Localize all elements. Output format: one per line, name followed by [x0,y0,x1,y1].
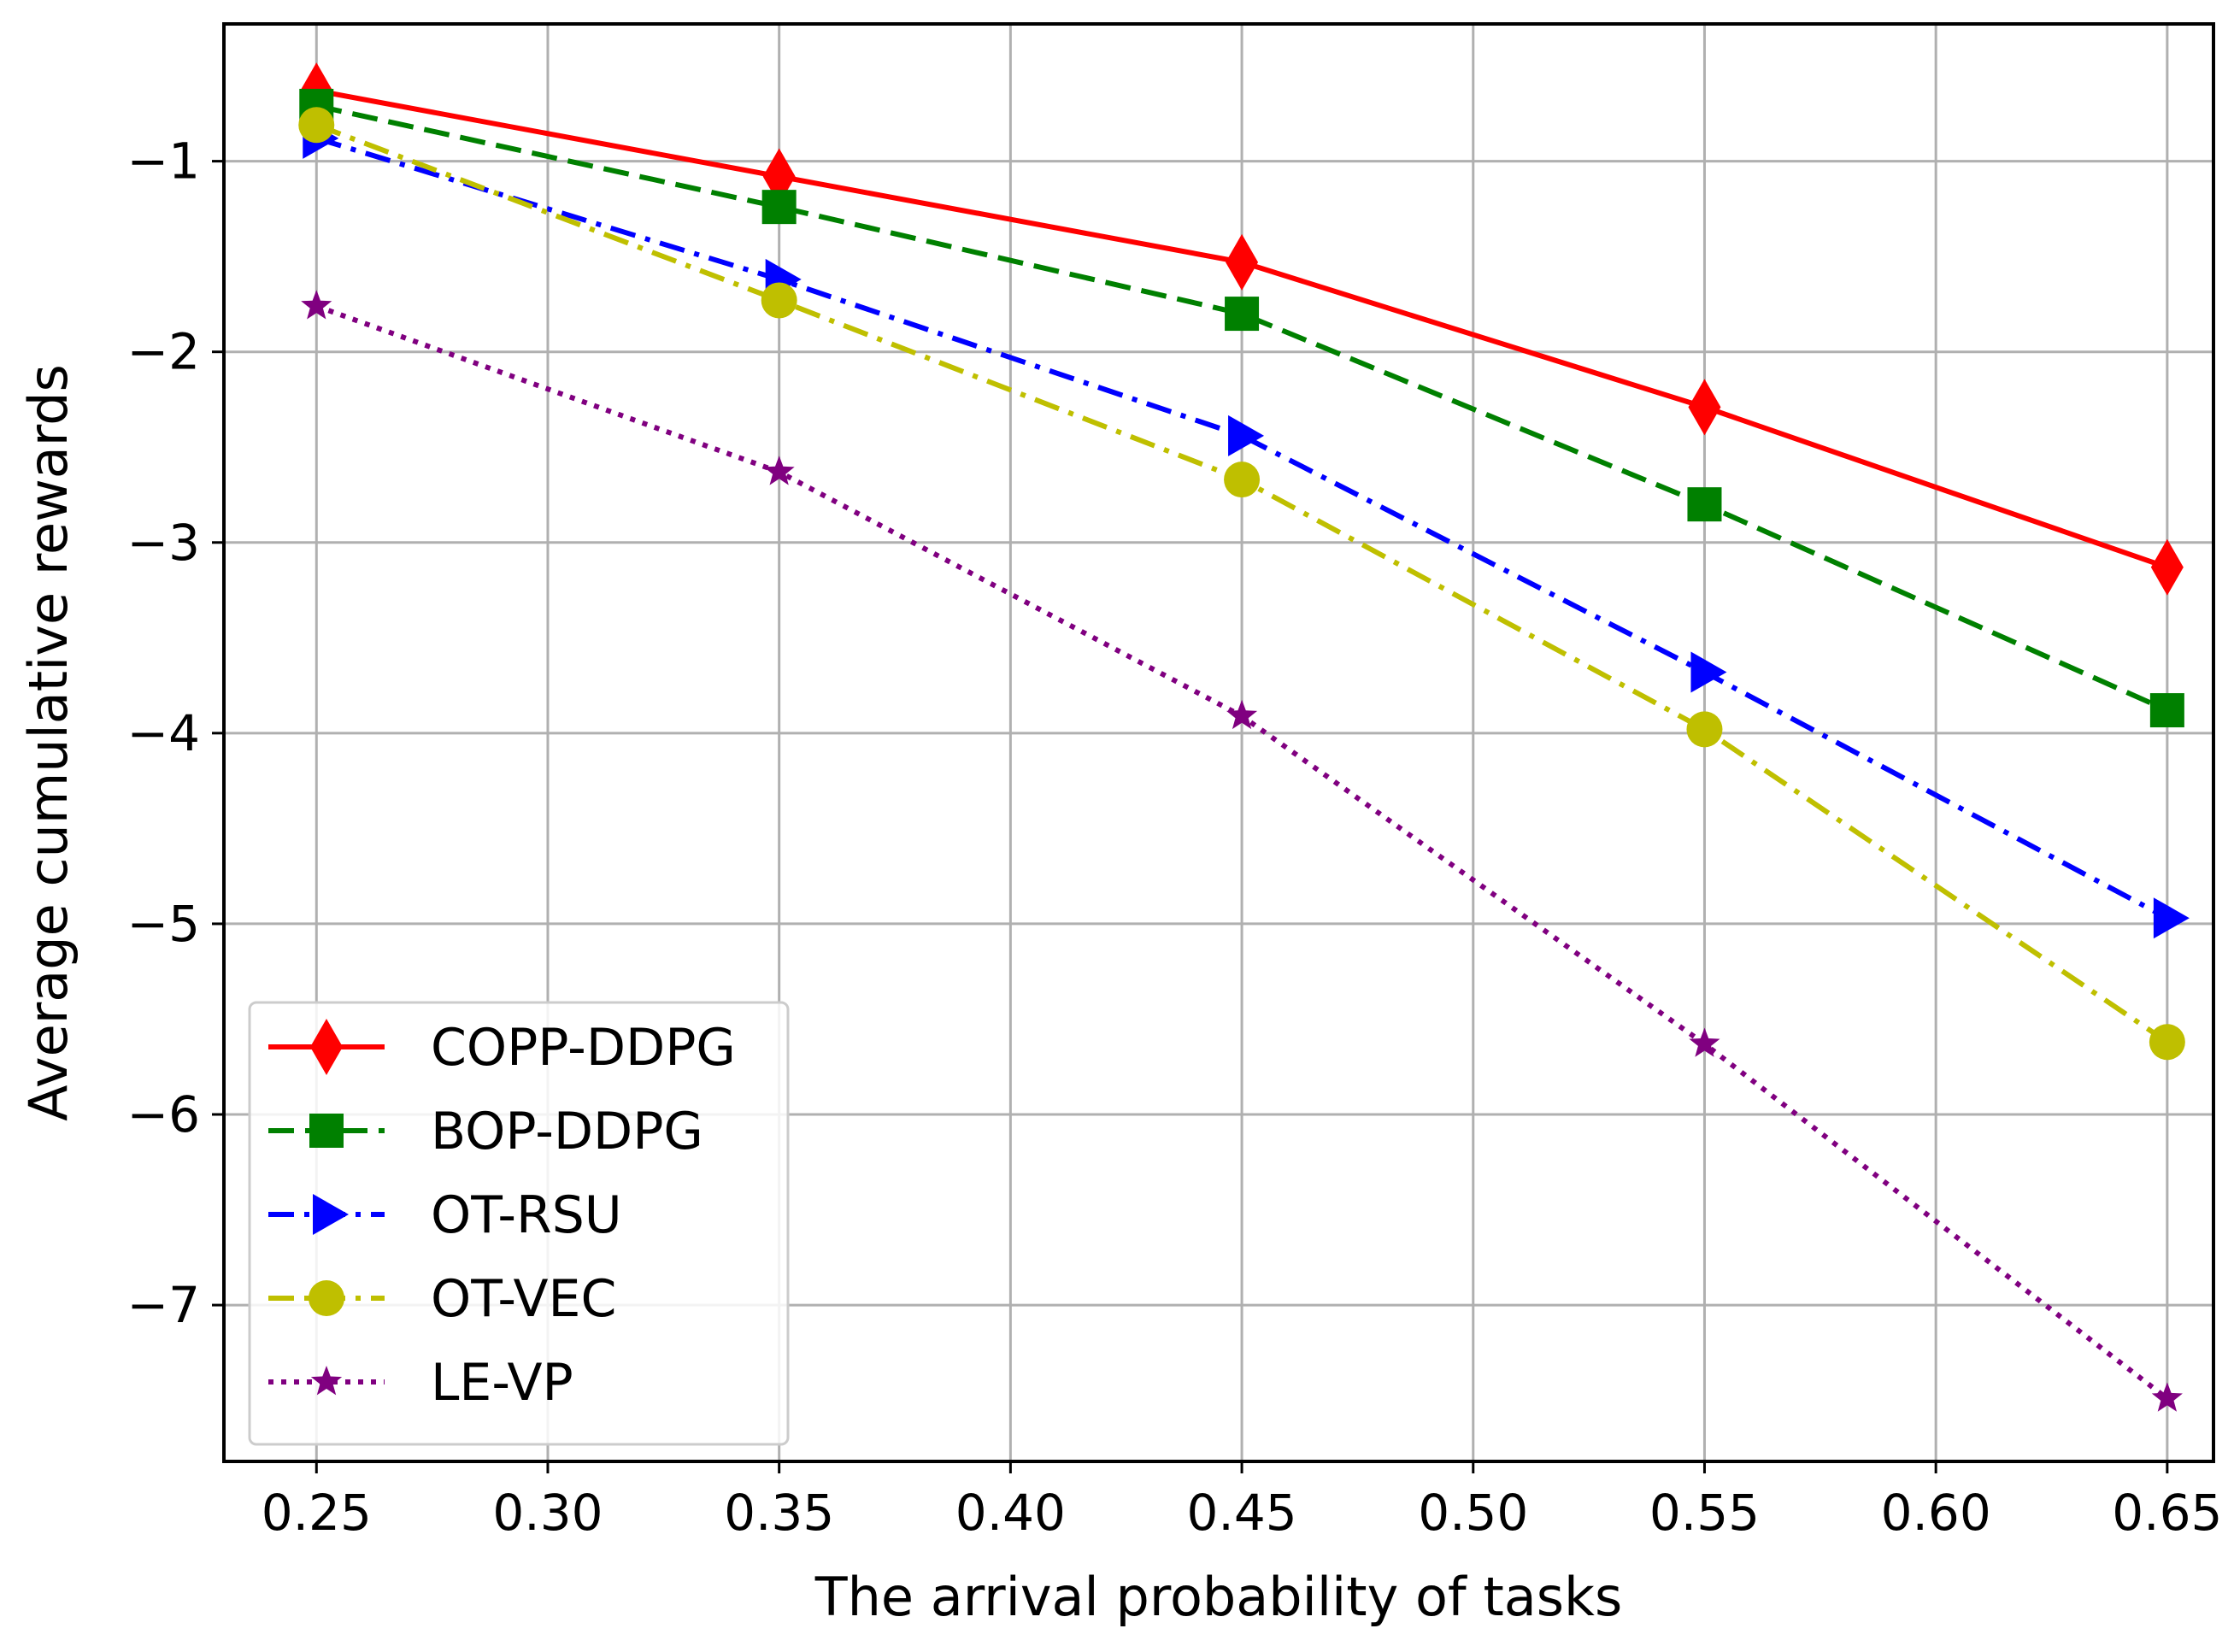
grid [224,24,2213,1461]
x-tick-label: 0.65 [2112,1484,2222,1542]
x-tick-label: 0.60 [1881,1484,1991,1542]
legend-label: BOP-DDPG [431,1102,703,1161]
legend-label: COPP-DDPG [431,1018,736,1078]
series-group [298,62,2190,1412]
data-point [1689,1027,1720,1057]
legend-marker [310,1366,343,1396]
data-point [1224,462,1261,498]
legend-marker [310,1019,343,1075]
x-tick-label: 0.40 [955,1484,1066,1542]
data-point [1226,233,1259,291]
data-point [763,456,795,485]
legend-item: OT-VEC [268,1269,616,1329]
x-tick-label: 0.55 [1649,1484,1760,1542]
data-point [301,290,332,320]
x-tick-label: 0.25 [262,1484,372,1542]
x-axis-label: The arrival probability of tasks [814,1566,1623,1628]
data-point [2153,897,2190,939]
y-axis-label: Average cumulative rewards [17,364,79,1121]
legend-label: OT-RSU [431,1185,622,1245]
data-point [1686,711,1723,748]
y-tick-label: −6 [127,1085,201,1143]
legend-marker [309,1114,344,1148]
legend-box [248,1001,790,1446]
legend-item: LE-VP [268,1353,573,1413]
data-point [1226,699,1258,730]
y-tick-label: −7 [127,1276,201,1334]
series-line [315,103,2169,713]
y-tick-label: −1 [127,132,201,191]
legend: COPP-DDPG BOP-DDPG OT-RSU OT-VEC LE-VP [248,1001,790,1446]
series-le-vp [301,290,2183,1412]
data-point [2151,1382,2183,1412]
data-point [1688,379,1721,436]
y-tick-label: −4 [127,704,201,762]
x-tick-label: 0.30 [492,1484,603,1542]
data-point [1225,297,1260,332]
x-tick-label: 0.35 [724,1484,834,1542]
series-line [315,135,2169,920]
plot-frame [222,22,2215,1463]
legend-marker [313,1194,349,1235]
data-point [2150,538,2184,596]
data-point [761,282,797,319]
y-tick-label: −3 [127,514,201,572]
data-point [1228,414,1265,456]
legend-item: OT-RSU [268,1185,622,1245]
y-tick-label: −2 [127,323,201,381]
y-tick-label: −5 [127,895,201,953]
axis-ticks: 0.25 0.30 0.35 0.40 0.45 0.50 0.55 0.60 0.65 −1 −2… [127,132,2223,1542]
data-point [298,107,335,144]
x-tick-label: 0.50 [1418,1484,1528,1542]
data-point [761,190,797,225]
legend-label: OT-VEC [431,1269,616,1329]
data-point [2149,693,2184,728]
series-ot-vec [298,107,2185,1061]
legend-marker [309,1280,344,1316]
data-point [1687,487,1722,522]
x-tick-label: 0.45 [1186,1484,1296,1542]
legend-label: LE-VP [431,1353,573,1413]
legend-item: BOP-DDPG [268,1102,703,1161]
legend-item: COPP-DDPG [268,1018,736,1078]
series-bop-ddpg [299,88,2184,728]
data-point [1690,651,1727,693]
data-point [2149,1024,2185,1061]
